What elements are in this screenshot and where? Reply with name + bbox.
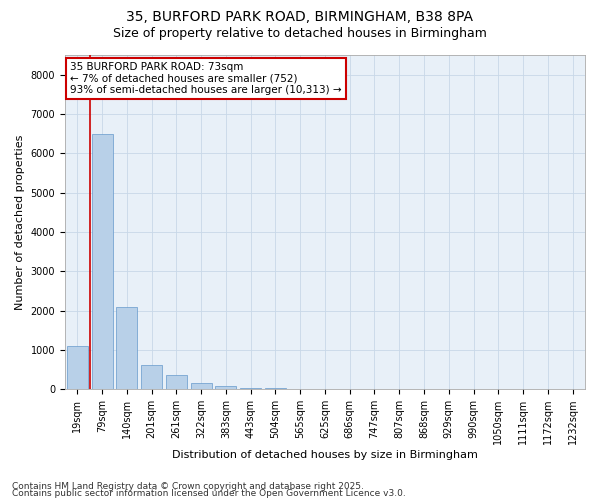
- Text: Size of property relative to detached houses in Birmingham: Size of property relative to detached ho…: [113, 28, 487, 40]
- Text: 35 BURFORD PARK ROAD: 73sqm
← 7% of detached houses are smaller (752)
93% of sem: 35 BURFORD PARK ROAD: 73sqm ← 7% of deta…: [70, 62, 342, 95]
- Text: Contains public sector information licensed under the Open Government Licence v3: Contains public sector information licen…: [12, 489, 406, 498]
- Text: 35, BURFORD PARK ROAD, BIRMINGHAM, B38 8PA: 35, BURFORD PARK ROAD, BIRMINGHAM, B38 8…: [127, 10, 473, 24]
- Bar: [166, 376, 187, 389]
- Text: Contains HM Land Registry data © Crown copyright and database right 2025.: Contains HM Land Registry data © Crown c…: [12, 482, 364, 491]
- Bar: [215, 386, 236, 389]
- Bar: [265, 388, 286, 389]
- Bar: [240, 388, 261, 389]
- Bar: [116, 306, 137, 389]
- Bar: [191, 384, 212, 389]
- Bar: [92, 134, 113, 389]
- Bar: [67, 346, 88, 389]
- Y-axis label: Number of detached properties: Number of detached properties: [15, 134, 25, 310]
- X-axis label: Distribution of detached houses by size in Birmingham: Distribution of detached houses by size …: [172, 450, 478, 460]
- Bar: [141, 365, 162, 389]
